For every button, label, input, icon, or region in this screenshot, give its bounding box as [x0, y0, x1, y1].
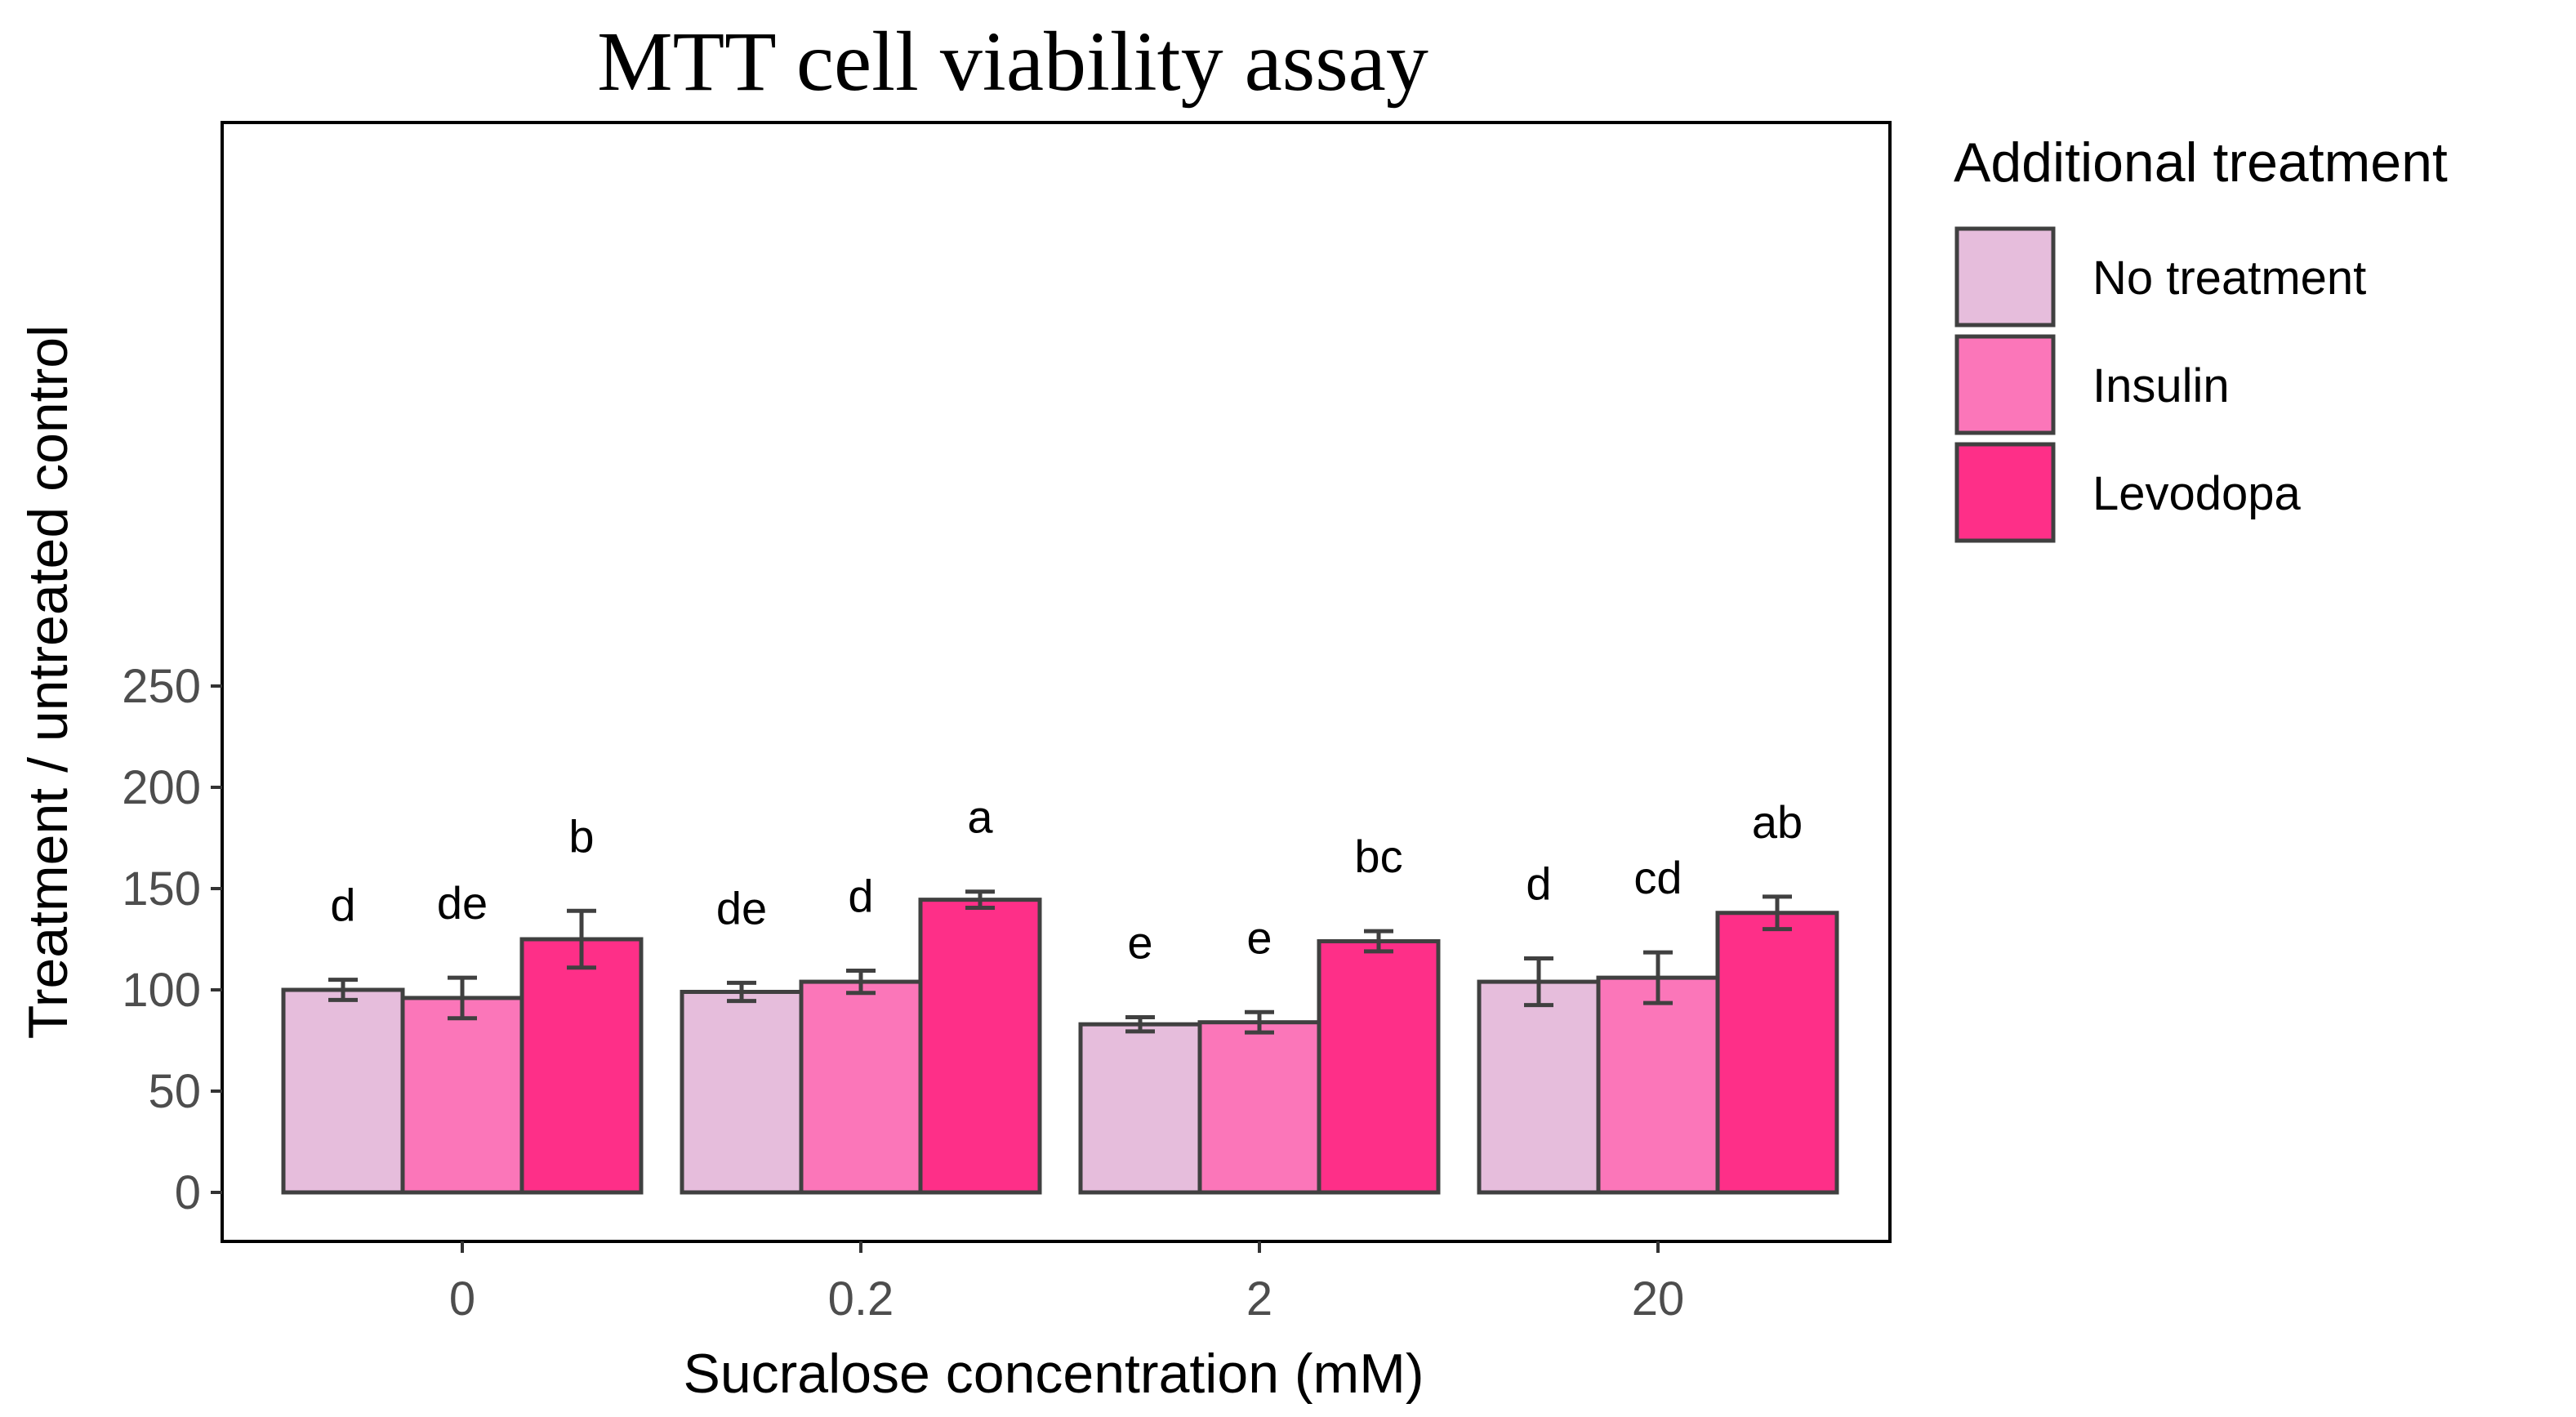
- y-tick-label: 250: [122, 660, 201, 713]
- y-tick-label: 200: [122, 761, 201, 814]
- significance-letter: de: [437, 877, 488, 929]
- x-tick-label: 0.2: [828, 1272, 894, 1326]
- legend: Additional treatment No treatment Insulin…: [1954, 131, 2448, 543]
- x-tick-label: 20: [1632, 1272, 1685, 1326]
- bar: [799, 979, 923, 1195]
- error-bar: [1125, 1014, 1155, 1034]
- legend-item: Insulin: [1954, 334, 2230, 435]
- error-bar: [1364, 929, 1393, 954]
- legend-title: Additional treatment: [1954, 131, 2448, 194]
- significance-letter: d: [1526, 858, 1551, 910]
- significance-letter: e: [1127, 916, 1152, 968]
- significance-letter: b: [568, 810, 594, 862]
- bar: [918, 898, 1042, 1195]
- legend-label: No treatment: [2092, 252, 2366, 305]
- y-axis: 0 50 100 150 200 250: [122, 660, 222, 1219]
- y-tick-label: 50: [148, 1065, 201, 1118]
- legend-items: No treatment Insulin Levodopa: [1954, 226, 2366, 543]
- legend-swatch: [1954, 334, 2056, 435]
- y-tick-label: 0: [175, 1166, 201, 1219]
- legend-swatch: [1954, 442, 2056, 543]
- significance-letter: ab: [1752, 796, 1803, 848]
- bar: [1078, 1022, 1202, 1195]
- bar: [400, 996, 524, 1195]
- x-axis-title: Sucralose concentration (mM): [683, 1343, 1424, 1405]
- y-tick-label: 150: [122, 862, 201, 916]
- significance-letter: bc: [1354, 831, 1402, 882]
- error-bar: [328, 978, 358, 1002]
- bar: [680, 989, 804, 1195]
- bar: [281, 987, 405, 1195]
- bars: [281, 898, 1839, 1195]
- legend-label: Insulin: [2092, 359, 2230, 412]
- error-bar: [965, 889, 995, 911]
- legend-swatch: [1954, 226, 2056, 328]
- chart-title: MTT cell viability assay: [597, 15, 1428, 109]
- bar: [1715, 911, 1839, 1195]
- x-axis: 0 0.2 2 20: [449, 1241, 1684, 1326]
- bar: [1197, 1020, 1321, 1195]
- error-bar: [1643, 950, 1673, 1005]
- error-bar: [846, 968, 876, 996]
- significance-letter: e: [1246, 911, 1272, 963]
- error-bar: [1763, 894, 1792, 932]
- legend-item: No treatment: [1954, 226, 2366, 328]
- y-tick-label: 100: [122, 964, 201, 1017]
- y-axis-title: Treatment / untreated control: [17, 325, 79, 1039]
- x-tick-label: 0: [449, 1272, 475, 1326]
- bar: [1317, 938, 1441, 1195]
- legend-label: Levodopa: [2092, 467, 2302, 520]
- significance-letter: cd: [1633, 852, 1682, 903]
- significance-letter: de: [716, 882, 767, 934]
- error-bar: [727, 980, 756, 1004]
- significance-letter: a: [967, 791, 993, 843]
- legend-item: Levodopa: [1954, 442, 2302, 543]
- bar: [1596, 975, 1720, 1195]
- error-bar: [1245, 1009, 1274, 1035]
- bar: [1477, 979, 1601, 1195]
- x-tick-label: 2: [1246, 1272, 1272, 1326]
- error-bar: [448, 975, 477, 1021]
- error-bar: [567, 908, 596, 970]
- bar: [519, 937, 644, 1195]
- error-bar: [1524, 956, 1553, 1008]
- significance-letter: d: [848, 870, 873, 921]
- error-bars: [328, 889, 1792, 1035]
- significance-letter: d: [330, 880, 355, 931]
